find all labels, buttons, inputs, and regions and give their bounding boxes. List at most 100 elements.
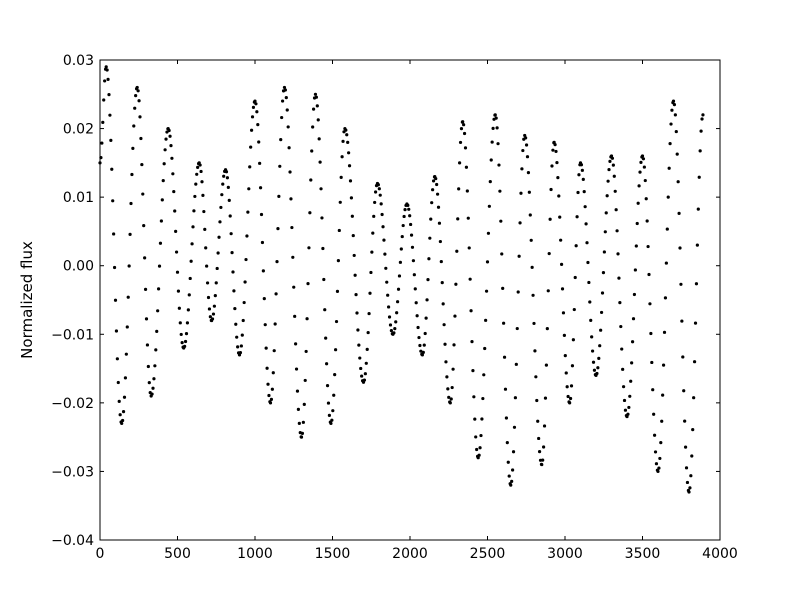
data-point [448, 401, 452, 405]
x-tick-label: 1500 [315, 546, 351, 562]
data-point [534, 375, 538, 379]
data-point [275, 260, 279, 264]
data-point [263, 323, 267, 327]
data-point [657, 466, 661, 470]
data-point [661, 363, 666, 367]
data-point [153, 364, 157, 368]
data-point [470, 340, 474, 344]
data-point [171, 172, 175, 176]
data-point [178, 321, 182, 325]
data-point [579, 163, 584, 167]
data-point [222, 174, 226, 178]
data-point [108, 113, 112, 117]
data-point [415, 314, 419, 318]
data-point [554, 149, 558, 154]
data-point [283, 88, 287, 92]
data-point [586, 260, 590, 265]
data-point [127, 264, 131, 268]
data-point [186, 308, 190, 312]
data-point [100, 141, 104, 145]
data-point [196, 165, 200, 169]
data-point [257, 140, 261, 144]
data-point [274, 292, 278, 296]
data-point [363, 372, 367, 376]
data-point [485, 260, 490, 264]
data-point [458, 140, 463, 145]
data-point [211, 312, 216, 316]
data-point [429, 217, 433, 221]
data-point [423, 331, 427, 336]
data-point [244, 257, 248, 262]
data-point [626, 412, 630, 416]
data-point [118, 413, 122, 417]
data-point [559, 262, 564, 266]
data-point [551, 148, 555, 152]
data-point [494, 116, 498, 120]
data-point [639, 160, 643, 164]
data-point [158, 241, 163, 245]
data-point [590, 349, 595, 353]
data-point [631, 317, 636, 321]
data-point [214, 281, 218, 285]
data-point [417, 335, 421, 340]
data-point [615, 229, 619, 233]
data-point [514, 362, 518, 366]
data-point [310, 149, 314, 153]
x-tick-label: 2000 [392, 546, 428, 562]
data-point [192, 209, 196, 213]
plot-frame [99, 59, 721, 541]
data-point [506, 460, 510, 464]
data-point [560, 287, 565, 291]
data-point [629, 379, 633, 383]
data-point [326, 401, 331, 405]
data-point [250, 115, 255, 119]
data-point [258, 161, 262, 165]
data-point [145, 343, 150, 347]
data-point [700, 117, 704, 121]
data-point [347, 151, 351, 155]
data-point [524, 136, 528, 140]
data-point [687, 490, 691, 494]
data-point [210, 317, 215, 321]
data-point [319, 187, 323, 191]
data-point [556, 176, 560, 180]
data-point [576, 190, 580, 195]
data-point [441, 302, 445, 306]
data-point [477, 453, 481, 457]
data-point [471, 369, 475, 373]
data-point [226, 185, 230, 189]
data-point [236, 345, 240, 349]
data-point [489, 158, 493, 162]
data-point [487, 204, 491, 208]
data-point [472, 395, 476, 399]
data-point [665, 227, 669, 231]
data-point [564, 371, 568, 375]
data-point [193, 194, 197, 199]
data-point [449, 397, 453, 401]
data-point [531, 293, 535, 297]
data-point [583, 205, 587, 209]
data-point [571, 338, 575, 342]
data-point [611, 163, 615, 167]
data-point [454, 282, 458, 286]
data-point [394, 320, 398, 324]
data-point [678, 246, 682, 250]
data-point [397, 274, 402, 278]
data-point [146, 364, 150, 369]
data-point [653, 450, 658, 454]
data-point [373, 190, 378, 194]
data-point [437, 221, 442, 225]
data-point [486, 231, 491, 235]
data-point [453, 314, 457, 318]
data-point [447, 395, 451, 399]
data-point [360, 374, 364, 378]
data-point [316, 118, 320, 122]
data-point [689, 474, 693, 478]
data-point [144, 317, 149, 321]
data-point [452, 343, 456, 347]
data-point [219, 205, 223, 210]
data-point [180, 341, 184, 345]
data-point [628, 394, 632, 398]
data-point [683, 419, 687, 423]
data-point [380, 212, 384, 217]
